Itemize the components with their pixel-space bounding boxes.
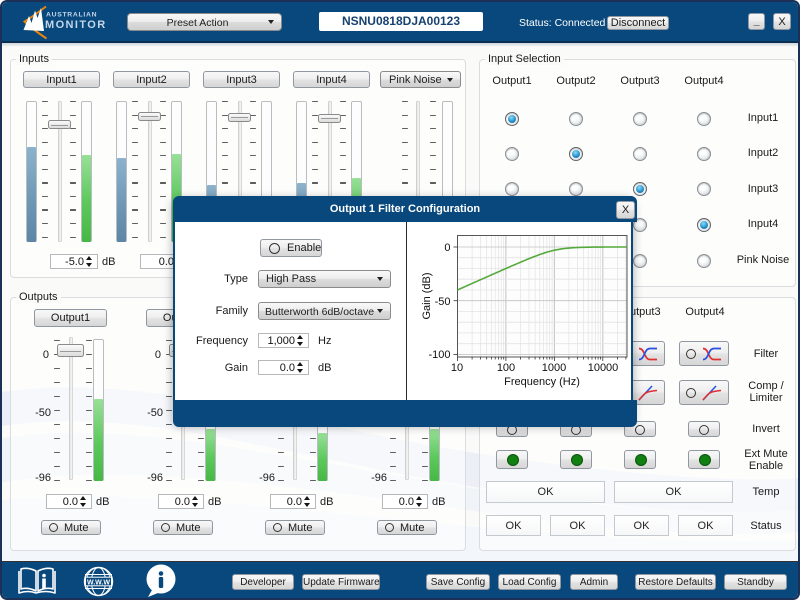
svg-text:AUSTRALIAN: AUSTRALIAN <box>46 12 97 19</box>
svg-text:1000: 1000 <box>542 362 566 374</box>
svg-text:Gain (dB): Gain (dB) <box>421 272 433 319</box>
svg-text:MONITOR: MONITOR <box>45 19 107 31</box>
svg-text:-50: -50 <box>435 296 451 308</box>
svg-text:Frequency (Hz): Frequency (Hz) <box>504 376 580 388</box>
svg-text:10000: 10000 <box>588 362 619 374</box>
svg-text:100: 100 <box>497 362 515 374</box>
svg-text:10: 10 <box>451 362 463 374</box>
svg-text:-100: -100 <box>428 349 450 361</box>
svg-text:W.W.W: W.W.W <box>87 579 110 586</box>
svg-text:0: 0 <box>444 242 450 254</box>
